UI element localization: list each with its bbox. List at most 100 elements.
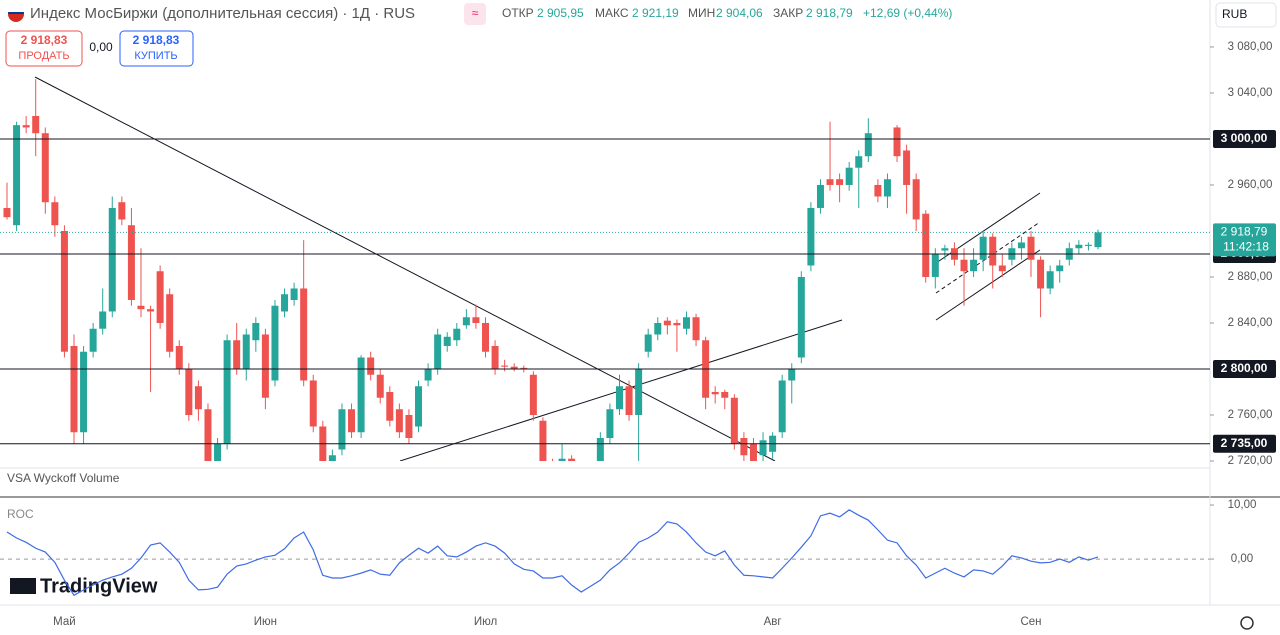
candle-body xyxy=(606,409,614,438)
candle-body xyxy=(405,414,413,438)
y-tick-label: 2 720,00 xyxy=(1228,455,1273,467)
candle-body xyxy=(682,317,690,329)
candle-body xyxy=(185,368,193,415)
candle-body xyxy=(797,276,805,358)
candle-body xyxy=(118,202,126,220)
candle-body xyxy=(1084,244,1092,246)
candle-body xyxy=(175,345,183,369)
candle-body xyxy=(242,334,250,369)
candle-body xyxy=(740,437,748,456)
candle-body xyxy=(453,328,461,341)
logo-mark xyxy=(10,578,36,594)
y-tick-label: 2 760,00 xyxy=(1228,409,1273,421)
candle-body xyxy=(941,248,949,251)
flag xyxy=(8,4,24,12)
symbol-title: Индекс МосБиржи (дополнительная сессия) … xyxy=(30,5,415,22)
y-tick-label: 10,00 xyxy=(1228,499,1257,511)
last-price: 2 918,79 xyxy=(1221,225,1268,239)
candle-body xyxy=(529,374,537,415)
candle-body xyxy=(989,236,997,266)
ohlc-label: ЗАКР xyxy=(773,6,803,20)
ohlc-value: 2 921,19 xyxy=(632,6,679,20)
candle-body xyxy=(166,294,174,352)
candle-body xyxy=(874,184,882,197)
candle-body xyxy=(807,207,815,266)
candle-body xyxy=(137,305,145,310)
candle-body xyxy=(998,265,1006,272)
last-time: 11:42:18 xyxy=(1223,240,1269,254)
candle-body xyxy=(443,336,451,346)
candle-body xyxy=(970,259,978,272)
y-tick-label: 3 040,00 xyxy=(1228,87,1273,99)
level-label: 2 800,00 xyxy=(1221,361,1268,375)
candle-body xyxy=(788,368,796,381)
candle-body xyxy=(721,391,729,398)
candle-body xyxy=(501,365,509,367)
candle-body xyxy=(1056,265,1064,272)
session-icon: ≈ xyxy=(472,6,479,20)
sell-price[interactable]: 2 918,83 xyxy=(21,33,68,47)
candle-body xyxy=(261,334,269,398)
y-tick-label: 0,00 xyxy=(1231,553,1253,565)
candle-body xyxy=(596,437,604,461)
candle-body xyxy=(673,322,681,326)
candle-body xyxy=(281,294,289,312)
candle-body xyxy=(883,179,891,197)
ohlc-value: 2 918,79 xyxy=(806,6,853,20)
spread: 0,00 xyxy=(89,40,113,54)
level-label: 2 735,00 xyxy=(1221,436,1268,450)
trend-line xyxy=(34,76,776,461)
x-tick-label: Сен xyxy=(1020,616,1041,628)
candle-body xyxy=(60,230,68,352)
candle-body xyxy=(845,167,853,185)
candle-body xyxy=(912,179,920,220)
candle-body xyxy=(41,133,49,203)
candle-body xyxy=(424,368,432,381)
buy-button[interactable] xyxy=(119,30,194,67)
currency[interactable]: RUB xyxy=(1222,7,1247,21)
buy-price[interactable]: 2 918,83 xyxy=(133,33,180,47)
candle-body xyxy=(759,440,767,456)
y-tick-label: 2 840,00 xyxy=(1228,317,1273,329)
candle-body xyxy=(80,351,88,433)
candle-body xyxy=(1027,236,1035,260)
candle-body xyxy=(749,443,757,461)
level-label: 3 000,00 xyxy=(1221,131,1268,145)
currency-button[interactable] xyxy=(1215,2,1277,28)
candle-body xyxy=(300,288,308,381)
level-box xyxy=(1213,129,1276,148)
sell-label[interactable]: ПРОДАТЬ xyxy=(18,50,69,62)
candle-body xyxy=(434,334,442,369)
candle-body xyxy=(328,455,336,461)
candle-body xyxy=(70,345,78,433)
session-badge xyxy=(464,3,486,25)
candle-body xyxy=(386,391,394,421)
candle-body xyxy=(491,345,499,369)
candle-body xyxy=(462,317,470,326)
candle-body xyxy=(558,458,566,461)
candle-body xyxy=(654,322,662,335)
candle-body xyxy=(692,317,700,341)
logo: TradingView xyxy=(40,575,158,597)
sell-button[interactable] xyxy=(5,30,83,67)
candle-body xyxy=(960,259,968,272)
candle-body xyxy=(568,458,576,461)
candle-body xyxy=(147,309,155,312)
settings-icon[interactable] xyxy=(1240,616,1254,630)
candle-body xyxy=(472,317,480,323)
ohlc-label: ОТКР xyxy=(502,6,534,20)
candle-body xyxy=(108,207,116,312)
y-tick-label: 2 960,00 xyxy=(1228,179,1273,191)
candle-body xyxy=(271,305,279,381)
candle-body xyxy=(520,367,528,369)
candle-body xyxy=(855,156,863,168)
candle-body xyxy=(482,322,490,352)
candle-body xyxy=(931,253,939,277)
y-tick-label: 2 880,00 xyxy=(1228,271,1273,283)
buy-label[interactable]: КУПИТЬ xyxy=(134,50,177,62)
channel-line xyxy=(935,249,1041,321)
ohlc-value: 2 905,95 xyxy=(537,6,584,20)
ohlc-label: МАКС xyxy=(595,6,629,20)
